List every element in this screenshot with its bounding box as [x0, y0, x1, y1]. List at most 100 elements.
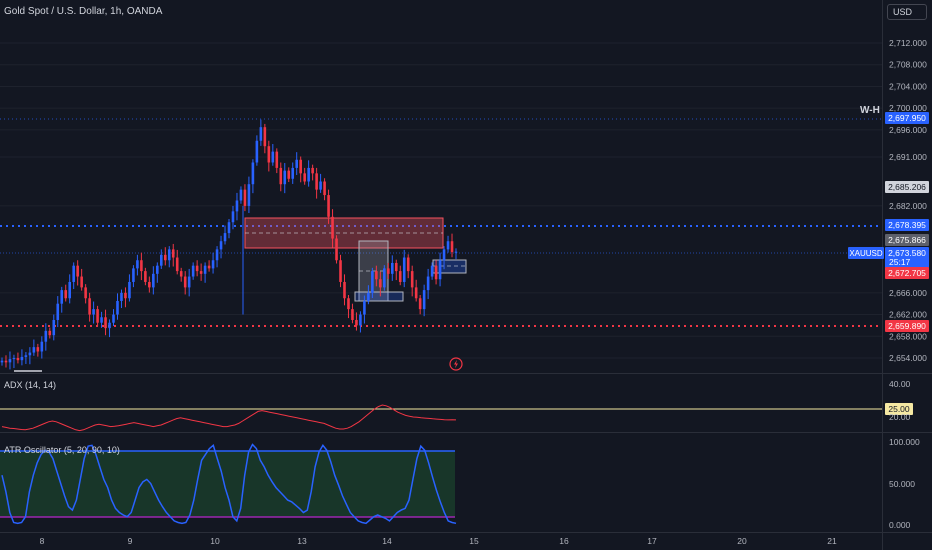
- price-tick: 2,700.000: [889, 103, 927, 113]
- candle-body: [44, 330, 48, 342]
- candle-body: [140, 260, 143, 272]
- grid: [0, 42, 882, 359]
- candle-body: [108, 322, 111, 329]
- price-tick: 2,704.000: [889, 81, 927, 91]
- atr-tick-100: 100.000: [889, 437, 920, 447]
- candle-body: [203, 265, 207, 274]
- candle-body: [179, 271, 183, 277]
- adx-pane-label[interactable]: ADX (14, 14): [4, 380, 57, 390]
- candle-body: [20, 356, 24, 361]
- candle-body: [211, 260, 215, 269]
- atr-band: [0, 451, 455, 517]
- time-tick: 8: [40, 536, 45, 546]
- badge-last-price-text: 2,673.580: [888, 248, 926, 258]
- candle-body: [68, 281, 72, 299]
- candle-body: [418, 298, 422, 310]
- candle-body: [159, 254, 163, 266]
- candle-body: [148, 281, 151, 288]
- time-tick: 21: [827, 536, 837, 546]
- candle-body: [339, 260, 342, 282]
- candle-body: [124, 292, 127, 299]
- atr-tick-50: 50.000: [889, 479, 915, 489]
- candle-body: [267, 146, 271, 163]
- candle-body: [40, 341, 44, 352]
- price-badges: 2,697.950 2,685.206 2,678.395 2,675.866 …: [848, 112, 929, 415]
- candle-body: [167, 249, 171, 261]
- candle-body: [434, 265, 438, 280]
- candle-body: [12, 358, 16, 360]
- candle-body: [219, 241, 223, 250]
- candle-body: [120, 292, 123, 301]
- candle-body: [303, 173, 306, 182]
- candle-body: [183, 276, 187, 288]
- candle-body: [100, 317, 103, 323]
- atr-tick-0: 0.000: [889, 520, 911, 530]
- badge-symbol-text: XAUUSD: [849, 249, 883, 258]
- candle-body: [80, 276, 83, 288]
- price-axis[interactable]: 2,712.0002,708.0002,704.0002,700.0002,69…: [889, 38, 927, 363]
- candle-body: [386, 268, 390, 274]
- candle-body: [104, 317, 107, 329]
- badge-wh-level: [885, 112, 929, 124]
- candle-body: [327, 195, 330, 217]
- badge-red-level: [885, 267, 929, 279]
- adx-axis: 40.00 20.00: [889, 379, 911, 422]
- currency-button[interactable]: USD: [887, 4, 927, 20]
- candle-body: [187, 276, 191, 288]
- candle-body: [215, 249, 219, 261]
- lightning-alert-icon[interactable]: [449, 357, 463, 371]
- price-tick: 2,658.000: [889, 331, 927, 341]
- candle-body: [32, 347, 36, 353]
- candle-body: [438, 260, 442, 280]
- candle-body: [295, 159, 299, 168]
- candle-body: [299, 159, 302, 174]
- candle-body: [231, 211, 235, 223]
- badge-adx-level-text: 25.00: [888, 404, 910, 414]
- candle-body: [414, 287, 418, 299]
- time-tick: 15: [469, 536, 479, 546]
- candle-body: [0, 360, 4, 363]
- candle-body: [287, 170, 291, 179]
- candle-body: [175, 257, 179, 272]
- candle-body: [152, 273, 155, 288]
- candle-body: [136, 260, 139, 269]
- candle-body: [402, 257, 406, 282]
- candle-body: [195, 265, 199, 272]
- atr-pane-label[interactable]: ATR Oscillator (5, 20, 90, 10): [4, 445, 120, 455]
- candles[interactable]: [0, 119, 458, 370]
- adx-line[interactable]: [1, 404, 457, 432]
- candle-body: [275, 151, 279, 168]
- candle-body: [163, 254, 167, 261]
- candle-body: [235, 200, 239, 212]
- candle-body: [263, 127, 267, 147]
- time-axis[interactable]: 8 9 10 13 14 15 16 17 20 21: [40, 536, 837, 546]
- candle-body: [454, 251, 458, 253]
- candle-body: [64, 290, 68, 299]
- candle-body: [343, 281, 346, 299]
- candle-body: [199, 271, 203, 274]
- candle-body: [450, 241, 454, 253]
- candle-body: [72, 265, 75, 282]
- atr-line[interactable]: [1, 443, 457, 525]
- candle-body: [132, 268, 135, 282]
- candle-body: [406, 257, 410, 272]
- adx-tick-20: 20.00: [889, 412, 911, 422]
- candle-body: [76, 265, 79, 277]
- candle-body: [112, 314, 115, 323]
- adx-tick-40: 40.00: [889, 379, 911, 389]
- chart-title: Gold Spot / U.S. Dollar, 1h, OANDA: [4, 6, 163, 17]
- candle-body: [311, 167, 314, 174]
- candle-body: [315, 173, 318, 190]
- candle-body: [247, 184, 251, 206]
- candle-body: [363, 300, 366, 315]
- price-tick: 2,712.000: [889, 38, 927, 48]
- candle-body: [426, 276, 430, 291]
- price-tick: 2,682.000: [889, 201, 927, 211]
- candle-body: [442, 249, 446, 261]
- badge-prev-close: [885, 234, 929, 246]
- small-zone-bottom[interactable]: [354, 291, 404, 302]
- price-tick: 2,696.000: [889, 125, 927, 135]
- price-levels: [0, 118, 882, 327]
